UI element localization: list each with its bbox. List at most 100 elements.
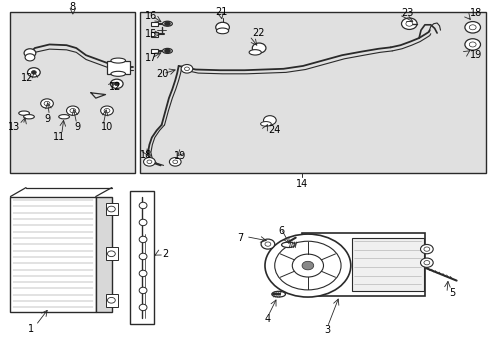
Circle shape xyxy=(292,254,323,277)
Circle shape xyxy=(181,64,192,73)
Circle shape xyxy=(401,18,416,30)
Text: 13: 13 xyxy=(8,122,20,132)
Ellipse shape xyxy=(162,21,172,26)
Ellipse shape xyxy=(139,270,147,277)
Text: 23: 23 xyxy=(401,8,413,18)
Text: 24: 24 xyxy=(267,125,280,135)
Circle shape xyxy=(41,99,53,108)
Ellipse shape xyxy=(271,291,285,297)
Bar xyxy=(10,197,96,312)
Ellipse shape xyxy=(111,58,125,63)
Ellipse shape xyxy=(139,304,147,311)
Text: 14: 14 xyxy=(295,179,307,189)
Text: 21: 21 xyxy=(214,7,227,17)
Ellipse shape xyxy=(111,71,125,76)
Circle shape xyxy=(468,42,475,47)
Circle shape xyxy=(464,39,480,50)
Bar xyxy=(10,12,135,173)
Circle shape xyxy=(274,241,340,290)
Ellipse shape xyxy=(59,114,69,119)
Text: 17: 17 xyxy=(144,53,157,63)
Bar xyxy=(151,32,158,37)
Circle shape xyxy=(184,67,189,71)
Circle shape xyxy=(107,206,115,212)
Text: 7: 7 xyxy=(237,233,243,243)
Circle shape xyxy=(66,106,79,115)
Circle shape xyxy=(420,258,432,267)
Circle shape xyxy=(423,261,429,265)
Circle shape xyxy=(25,54,35,61)
Text: 9: 9 xyxy=(44,114,50,124)
Circle shape xyxy=(101,106,113,115)
Bar xyxy=(351,238,423,291)
Text: 16: 16 xyxy=(144,11,157,21)
Text: 11: 11 xyxy=(53,132,65,143)
Text: 1: 1 xyxy=(28,324,34,334)
Text: 5: 5 xyxy=(448,288,455,298)
Text: 20: 20 xyxy=(156,69,168,79)
Circle shape xyxy=(264,242,270,246)
Circle shape xyxy=(143,158,155,166)
Circle shape xyxy=(468,25,475,30)
Text: 9: 9 xyxy=(75,122,81,132)
Circle shape xyxy=(263,116,276,125)
Circle shape xyxy=(423,247,429,251)
Bar xyxy=(140,12,485,173)
Text: 3: 3 xyxy=(324,325,330,335)
Ellipse shape xyxy=(23,114,34,119)
Circle shape xyxy=(405,21,412,26)
Circle shape xyxy=(261,239,274,249)
Ellipse shape xyxy=(216,28,228,34)
Text: 19: 19 xyxy=(469,50,481,60)
Bar xyxy=(105,247,118,260)
Ellipse shape xyxy=(281,242,295,248)
Text: 18: 18 xyxy=(469,8,481,18)
Ellipse shape xyxy=(139,202,147,209)
Bar xyxy=(105,203,118,216)
Circle shape xyxy=(147,160,152,163)
Circle shape xyxy=(172,160,177,163)
Circle shape xyxy=(164,49,170,53)
Circle shape xyxy=(70,108,76,113)
Bar xyxy=(107,60,130,74)
Text: 19: 19 xyxy=(174,151,186,161)
Circle shape xyxy=(31,71,36,74)
Ellipse shape xyxy=(139,287,147,294)
Ellipse shape xyxy=(139,253,147,260)
Circle shape xyxy=(215,22,229,32)
Text: 10: 10 xyxy=(101,122,113,132)
Ellipse shape xyxy=(19,111,29,115)
Circle shape xyxy=(114,82,119,86)
Circle shape xyxy=(252,43,265,53)
Circle shape xyxy=(24,49,36,57)
Text: 6: 6 xyxy=(278,226,284,236)
Text: 15: 15 xyxy=(144,29,157,39)
Bar xyxy=(130,191,154,324)
Circle shape xyxy=(264,234,350,297)
Circle shape xyxy=(302,261,313,270)
Circle shape xyxy=(107,297,115,303)
Text: 8: 8 xyxy=(70,2,76,12)
Ellipse shape xyxy=(139,236,147,243)
Circle shape xyxy=(420,244,432,254)
Ellipse shape xyxy=(260,122,271,126)
Bar xyxy=(302,233,424,296)
Text: 4: 4 xyxy=(264,314,270,324)
Text: 12: 12 xyxy=(21,73,34,84)
Bar xyxy=(96,197,112,312)
Bar xyxy=(151,22,158,26)
Ellipse shape xyxy=(248,50,261,55)
Circle shape xyxy=(110,79,123,89)
Circle shape xyxy=(104,108,110,113)
Circle shape xyxy=(464,22,480,33)
Ellipse shape xyxy=(162,48,172,53)
Circle shape xyxy=(169,158,181,166)
Circle shape xyxy=(107,251,115,257)
Text: 18: 18 xyxy=(140,150,152,160)
Ellipse shape xyxy=(139,219,147,226)
Circle shape xyxy=(44,102,50,105)
Circle shape xyxy=(27,68,40,77)
Text: 22: 22 xyxy=(251,28,264,38)
Text: 2: 2 xyxy=(162,249,168,259)
Bar xyxy=(151,49,158,53)
